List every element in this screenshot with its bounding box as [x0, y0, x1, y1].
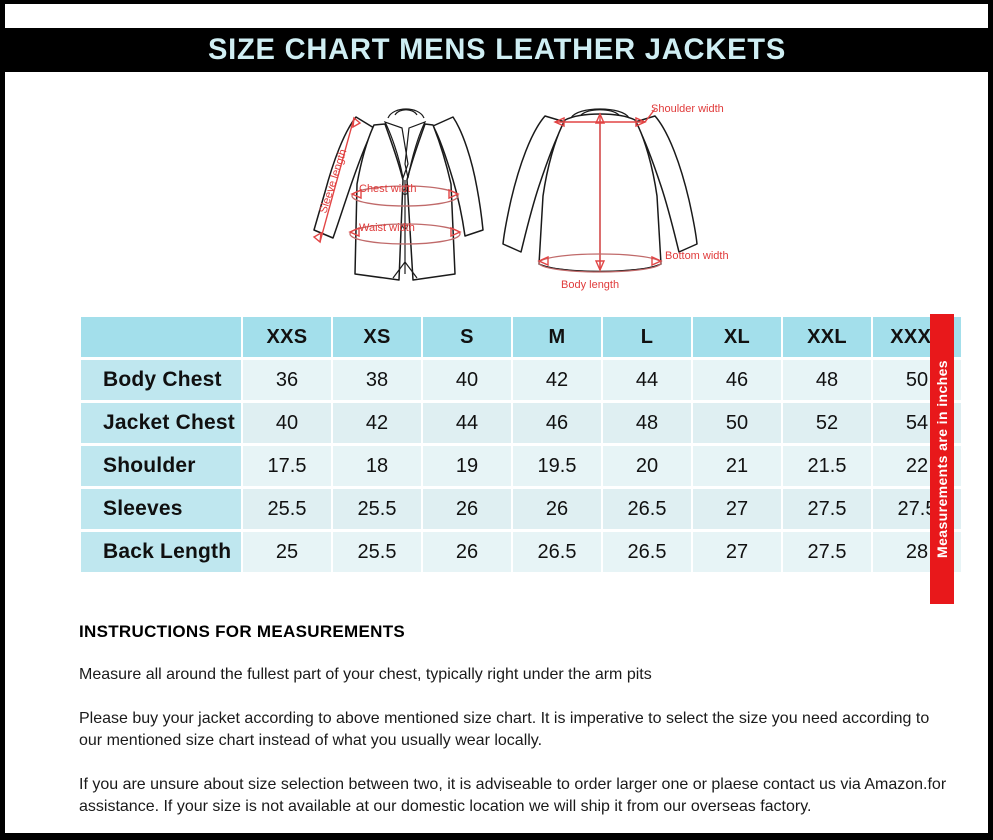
row-label-jacket-chest: Jacket Chest: [81, 403, 241, 443]
cell-body-chest-s: 40: [423, 360, 511, 400]
column-header-l: L: [603, 317, 691, 357]
table-row: Shoulder 17.5 18 19 19.5 20 21 21.5 22: [81, 446, 961, 486]
jacket-diagram: Sleeve length Chest width Waist width: [281, 84, 736, 309]
cell-back-length-m: 26.5: [513, 532, 601, 572]
cell-jacket-chest-l: 48: [603, 403, 691, 443]
table-row: Sleeves 25.5 25.5 26 26 26.5 27 27.5 27.…: [81, 489, 961, 529]
cell-shoulder-xl: 21: [693, 446, 781, 486]
instructions-section: INSTRUCTIONS FOR MEASUREMENTS Measure al…: [79, 622, 949, 818]
column-header-m: M: [513, 317, 601, 357]
cell-shoulder-s: 19: [423, 446, 511, 486]
cell-back-length-s: 26: [423, 532, 511, 572]
table-corner-cell: [81, 317, 241, 357]
cell-back-length-l: 26.5: [603, 532, 691, 572]
units-sidebar-label: Measurements are in inches: [934, 360, 950, 558]
table-row: Body Chest 36 38 40 42 44 46 48 50: [81, 360, 961, 400]
cell-body-chest-l: 44: [603, 360, 691, 400]
page-title: SIZE CHART MENS LEATHER JACKETS: [207, 33, 786, 66]
cell-sleeves-s: 26: [423, 489, 511, 529]
size-table: XXS XS S M L XL XXL XXXL Body Chest 36 3…: [79, 314, 963, 575]
units-sidebar: Measurements are in inches: [930, 314, 954, 604]
label-chest-width: Chest width: [359, 183, 416, 195]
cell-back-length-xl: 27: [693, 532, 781, 572]
header-row: XXS XS S M L XL XXL XXXL: [81, 317, 961, 357]
cell-shoulder-xxs: 17.5: [243, 446, 331, 486]
instructions-paragraph-1: Measure all around the fullest part of y…: [79, 666, 652, 683]
cell-sleeves-xl: 27: [693, 489, 781, 529]
label-waist-width: Waist width: [359, 222, 415, 234]
cell-body-chest-xxs: 36: [243, 360, 331, 400]
cell-sleeves-l: 26.5: [603, 489, 691, 529]
cell-jacket-chest-xl: 50: [693, 403, 781, 443]
size-table-head: XXS XS S M L XL XXL XXXL: [81, 317, 961, 357]
cell-shoulder-xxl: 21.5: [783, 446, 871, 486]
cell-shoulder-xs: 18: [333, 446, 421, 486]
cell-jacket-chest-m: 46: [513, 403, 601, 443]
label-body-length: Body length: [561, 279, 619, 291]
cell-body-chest-xl: 46: [693, 360, 781, 400]
cell-body-chest-m: 42: [513, 360, 601, 400]
label-shoulder-width: Shoulder width: [651, 103, 724, 115]
cell-jacket-chest-s: 44: [423, 403, 511, 443]
table-row: Back Length 25 25.5 26 26.5 26.5 27 27.5…: [81, 532, 961, 572]
cell-shoulder-l: 20: [603, 446, 691, 486]
table-row: Jacket Chest 40 42 44 46 48 50 52 54: [81, 403, 961, 443]
cell-sleeves-xxs: 25.5: [243, 489, 331, 529]
cell-back-length-xs: 25.5: [333, 532, 421, 572]
title-band: SIZE CHART MENS LEATHER JACKETS: [5, 28, 988, 72]
back-measurement-overlay: Shoulder width Body length Bottom width: [537, 103, 729, 291]
row-label-sleeves: Sleeves: [81, 489, 241, 529]
cell-sleeves-xxl: 27.5: [783, 489, 871, 529]
column-header-xxs: XXS: [243, 317, 331, 357]
size-table-wrap: XXS XS S M L XL XXL XXXL Body Chest 36 3…: [79, 314, 963, 604]
cell-jacket-chest-xs: 42: [333, 403, 421, 443]
column-header-xs: XS: [333, 317, 421, 357]
size-table-body: Body Chest 36 38 40 42 44 46 48 50 Jacke…: [81, 360, 961, 572]
instructions-heading: INSTRUCTIONS FOR MEASUREMENTS: [79, 622, 406, 641]
row-label-body-chest: Body Chest: [81, 360, 241, 400]
cell-back-length-xxl: 27.5: [783, 532, 871, 572]
label-bottom-width: Bottom width: [665, 250, 729, 262]
row-label-shoulder: Shoulder: [81, 446, 241, 486]
cell-back-length-xxs: 25: [243, 532, 331, 572]
instructions-paragraph-3: If you are unsure about size selection b…: [79, 776, 947, 815]
cell-body-chest-xxl: 48: [783, 360, 871, 400]
cell-shoulder-m: 19.5: [513, 446, 601, 486]
column-header-xl: XL: [693, 317, 781, 357]
row-label-back-length: Back Length: [81, 532, 241, 572]
column-header-xxl: XXL: [783, 317, 871, 357]
cell-body-chest-xs: 38: [333, 360, 421, 400]
cell-jacket-chest-xxs: 40: [243, 403, 331, 443]
cell-sleeves-xs: 25.5: [333, 489, 421, 529]
cell-sleeves-m: 26: [513, 489, 601, 529]
column-header-s: S: [423, 317, 511, 357]
cell-jacket-chest-xxl: 52: [783, 403, 871, 443]
instructions-paragraph-2: Please buy your jacket according to abov…: [79, 710, 930, 749]
